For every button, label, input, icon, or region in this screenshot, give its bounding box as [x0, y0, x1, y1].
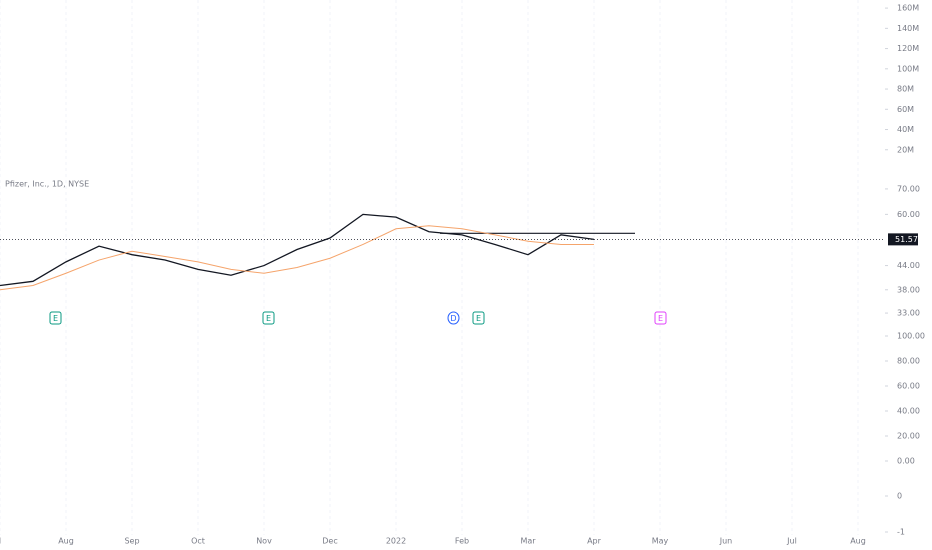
event-marker[interactable]: [447, 311, 460, 325]
event-label[interactable]: E: [266, 314, 271, 323]
y-tick-label: 0: [897, 491, 902, 500]
event-marker[interactable]: [262, 311, 275, 325]
y-tick-label: 60.00: [897, 210, 920, 219]
price-label: 51.57: [895, 235, 918, 244]
y-tick-label: 80.00: [897, 357, 920, 366]
x-tick-label: Oct: [191, 537, 205, 546]
y-tick-label: 33.00: [897, 309, 920, 318]
y-tick-label: 100M: [897, 64, 919, 73]
x-tick-label: Aug: [850, 537, 866, 546]
event-marker[interactable]: [49, 311, 62, 325]
chart-title: Pfizer, Inc., 1D, NYSE: [5, 180, 89, 189]
y-tick-label: 20M: [897, 145, 914, 154]
event-label[interactable]: E: [658, 314, 663, 323]
price-line: [0, 225, 594, 291]
x-tick-label: Sep: [124, 537, 139, 546]
y-tick-label: 120M: [897, 44, 919, 53]
x-tick-label: Jun: [719, 537, 733, 546]
y-tick-label: 40.00: [897, 407, 920, 416]
x-tick-label: 2022: [386, 537, 406, 546]
x-tick-label: May: [652, 537, 669, 546]
y-tick-label: 140M: [897, 24, 919, 33]
y-tick-label: 70.00: [897, 184, 920, 193]
x-tick-label: Mar: [520, 537, 536, 546]
y-tick-label: 160M: [897, 4, 919, 13]
event-label[interactable]: E: [476, 314, 481, 323]
y-tick-label: -1: [897, 528, 905, 537]
x-tick-label: Jul: [786, 537, 797, 546]
x-tick-label: Feb: [455, 537, 469, 546]
event-marker[interactable]: [654, 311, 667, 325]
y-tick-label: 60.00: [897, 382, 920, 391]
x-tick-label: Aug: [58, 537, 74, 546]
y-tick-label: 60M: [897, 105, 914, 114]
y-tick-label: 40M: [897, 125, 914, 134]
x-tick-label: Nov: [256, 537, 272, 546]
y-tick-label: 0.00: [897, 457, 915, 466]
y-tick-label: 20.00: [897, 432, 920, 441]
x-tick-label: Dec: [322, 537, 337, 546]
event-marker[interactable]: [472, 311, 485, 325]
price-line: [0, 213, 595, 287]
event-label[interactable]: D: [450, 314, 456, 323]
y-tick-label: 100.00: [897, 332, 925, 341]
y-tick-label: 44.00: [897, 261, 920, 270]
x-tick-label: Apr: [587, 537, 602, 546]
x-tick-label: l: [0, 537, 1, 546]
event-label[interactable]: E: [53, 314, 58, 323]
y-tick-label: 80M: [897, 85, 914, 94]
y-tick-label: 38.00: [897, 285, 920, 294]
price-label-box: [888, 233, 918, 246]
